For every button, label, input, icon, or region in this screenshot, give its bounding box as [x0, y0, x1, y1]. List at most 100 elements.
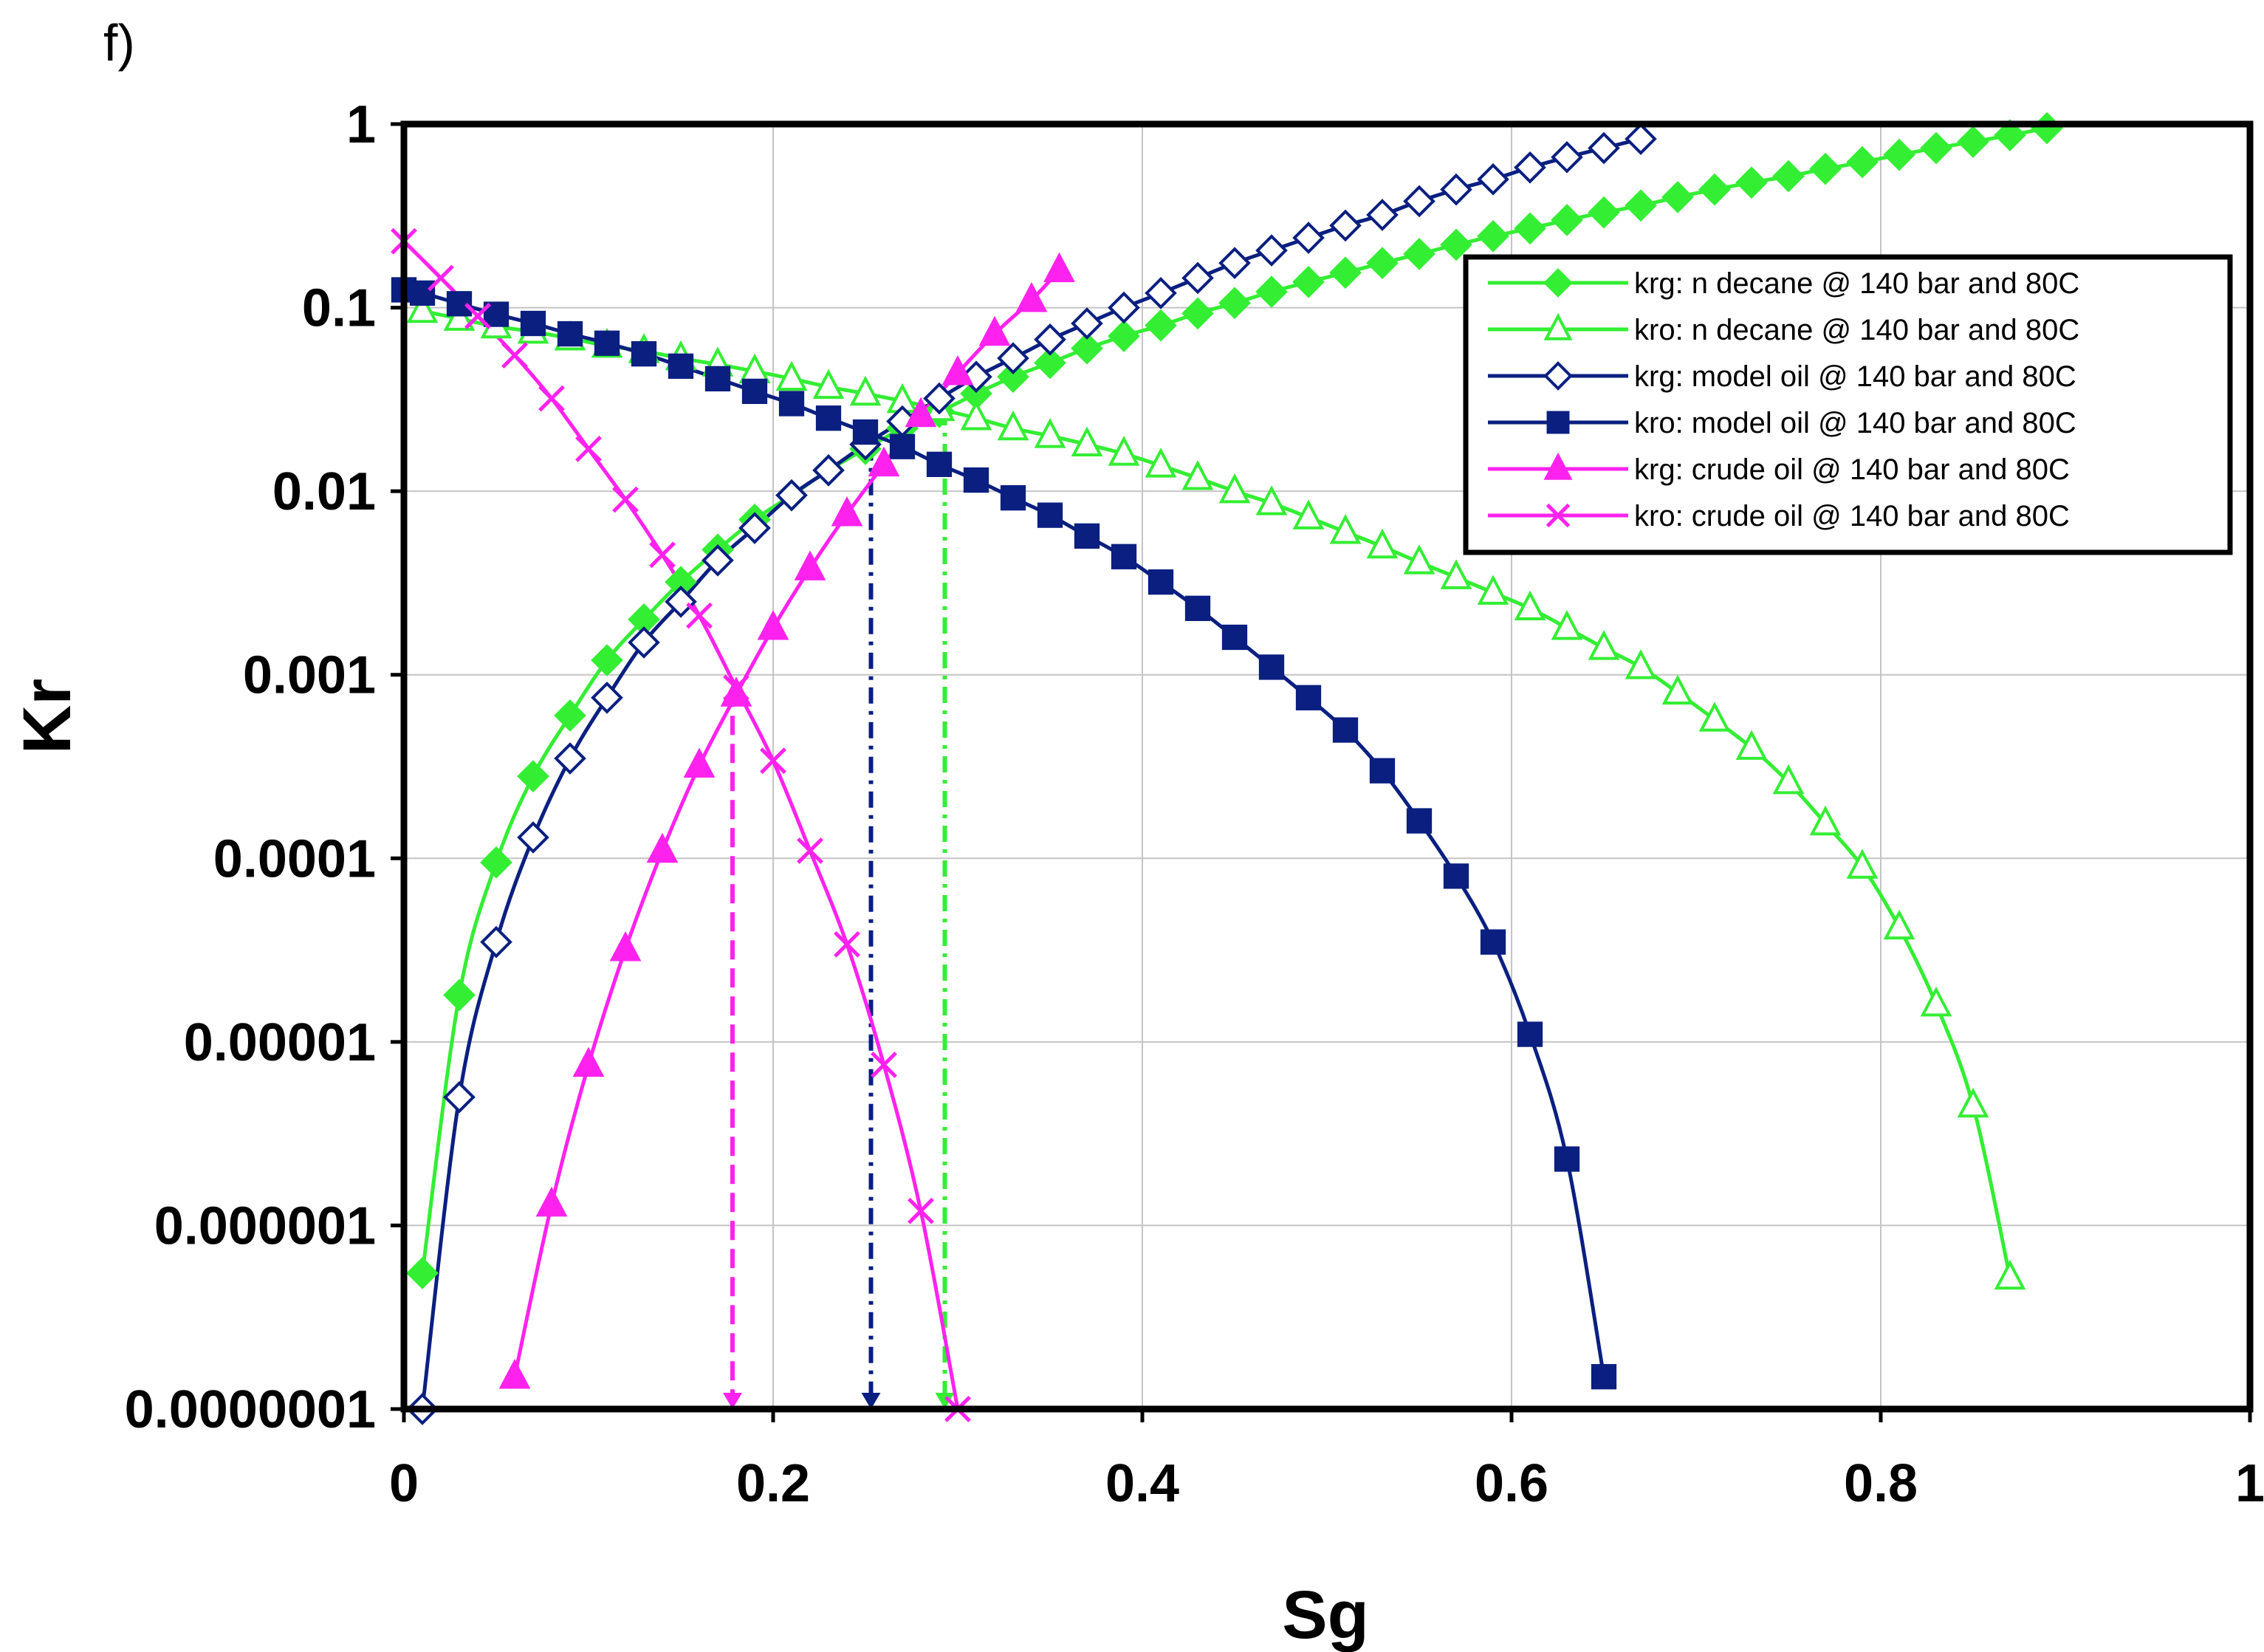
- data-point: [704, 366, 731, 391]
- data-point: [1184, 595, 1211, 621]
- x-tick-label: 0: [389, 1454, 419, 1513]
- series-line-3: [420, 137, 1642, 1410]
- data-point: [778, 391, 805, 417]
- data-point: [1846, 145, 1879, 179]
- drop-arrow-crude-oil: [723, 1393, 742, 1409]
- data-point: [631, 341, 657, 367]
- data-point: [594, 330, 620, 356]
- data-point: [1329, 256, 1362, 289]
- data-point: [852, 419, 879, 445]
- legend-entry-label: krg: model oil @ 140 bar and 80C: [1634, 360, 2076, 393]
- data-point: [1772, 160, 1805, 193]
- legend-marker: [1543, 268, 1573, 298]
- data-point: [775, 479, 808, 512]
- data-point: [871, 1051, 897, 1078]
- data-point: [702, 544, 734, 577]
- data-point: [1034, 346, 1066, 380]
- x-tick-label: 0.4: [1105, 1454, 1179, 1513]
- y-tick-label: 0.001: [243, 646, 376, 705]
- data-point: [997, 410, 1029, 441]
- data-point: [1111, 544, 1137, 569]
- legend-entry-label: krg: crude oil @ 140 bar and 80C: [1634, 453, 2070, 486]
- drop-arrow-model-oil: [861, 1393, 881, 1409]
- data-point: [720, 676, 752, 707]
- data-point: [575, 435, 602, 462]
- data-point: [812, 453, 845, 487]
- y-tick-label: 0.000001: [154, 1196, 376, 1255]
- data-point: [1108, 291, 1140, 324]
- data-point: [1181, 261, 1214, 295]
- data-point: [1295, 685, 1322, 710]
- data-point: [1440, 228, 1472, 261]
- legend-entry-label: kro: model oil @ 140 bar and 80C: [1634, 407, 2076, 439]
- y-tick-label: 0.0000001: [125, 1380, 376, 1439]
- data-point: [1477, 220, 1509, 253]
- data-point: [1145, 448, 1177, 478]
- data-point: [889, 433, 916, 459]
- data-point: [2031, 112, 2063, 145]
- data-point: [443, 978, 476, 1012]
- data-point: [1440, 173, 1472, 206]
- data-point: [868, 446, 900, 477]
- data-point: [572, 1046, 605, 1077]
- x-tick-label: 0.8: [1844, 1454, 1918, 1513]
- data-point: [686, 602, 713, 629]
- x-axis-title: Sg: [1282, 1577, 1369, 1652]
- series-markers-6: [391, 227, 971, 1422]
- data-point: [1957, 126, 1989, 158]
- data-point: [1292, 265, 1325, 298]
- y-axis-ticks: 1 0.1 0.01 0.001 0.0001 0.00001 0.000001 0.0000…: [125, 95, 404, 1439]
- data-point: [1015, 282, 1048, 312]
- data-point: [1698, 702, 1731, 732]
- data-point: [1037, 502, 1063, 528]
- data-point: [1218, 287, 1251, 320]
- data-point: [1588, 630, 1620, 660]
- y-tick-label: 0.00001: [184, 1013, 376, 1072]
- data-point: [612, 486, 639, 513]
- legend-entry-label: krg: n decane @ 140 bar and 80C: [1634, 267, 2079, 300]
- data-point: [646, 832, 679, 863]
- data-point: [665, 585, 697, 618]
- data-point: [797, 837, 823, 864]
- y-axis-title: Kr: [10, 679, 85, 754]
- data-point: [1043, 252, 1075, 283]
- data-point: [609, 931, 642, 962]
- data-point: [1403, 238, 1435, 270]
- data-point: [554, 742, 586, 775]
- data-point: [501, 342, 528, 369]
- data-point: [1661, 674, 1694, 705]
- data-point: [1366, 247, 1399, 279]
- data-point: [1554, 1146, 1580, 1172]
- data-point: [1514, 212, 1546, 245]
- crossover-annotations: [723, 408, 955, 1409]
- legend: krg: n decane @ 140 bar and 80C kro: n de…: [1463, 254, 2233, 555]
- data-point: [498, 1358, 531, 1389]
- data-point: [1255, 485, 1288, 515]
- data-point: [849, 375, 882, 406]
- legend-entry-label: kro: crude oil @ 140 bar and 80C: [1634, 500, 2070, 532]
- y-tick-label: 1: [346, 95, 376, 154]
- data-point: [1698, 173, 1731, 206]
- data-point: [1480, 929, 1506, 955]
- data-point: [428, 264, 454, 292]
- data-point: [520, 310, 546, 337]
- data-point: [557, 321, 583, 347]
- data-point: [794, 550, 826, 580]
- data-point: [1071, 426, 1103, 456]
- data-point: [1406, 808, 1433, 834]
- data-point: [1625, 649, 1657, 679]
- data-point: [1148, 569, 1174, 595]
- data-point: [1661, 181, 1694, 213]
- data-point: [1218, 473, 1251, 504]
- data-point: [1883, 909, 1915, 940]
- data-point: [1443, 863, 1469, 889]
- series-markers-3: [406, 123, 1657, 1425]
- data-point: [1329, 514, 1362, 544]
- data-point: [723, 674, 749, 702]
- data-point: [1994, 119, 2026, 151]
- y-tick-label: 0.01: [272, 462, 376, 521]
- data-point: [535, 1186, 568, 1217]
- data-point: [591, 644, 623, 676]
- data-point: [406, 1257, 439, 1289]
